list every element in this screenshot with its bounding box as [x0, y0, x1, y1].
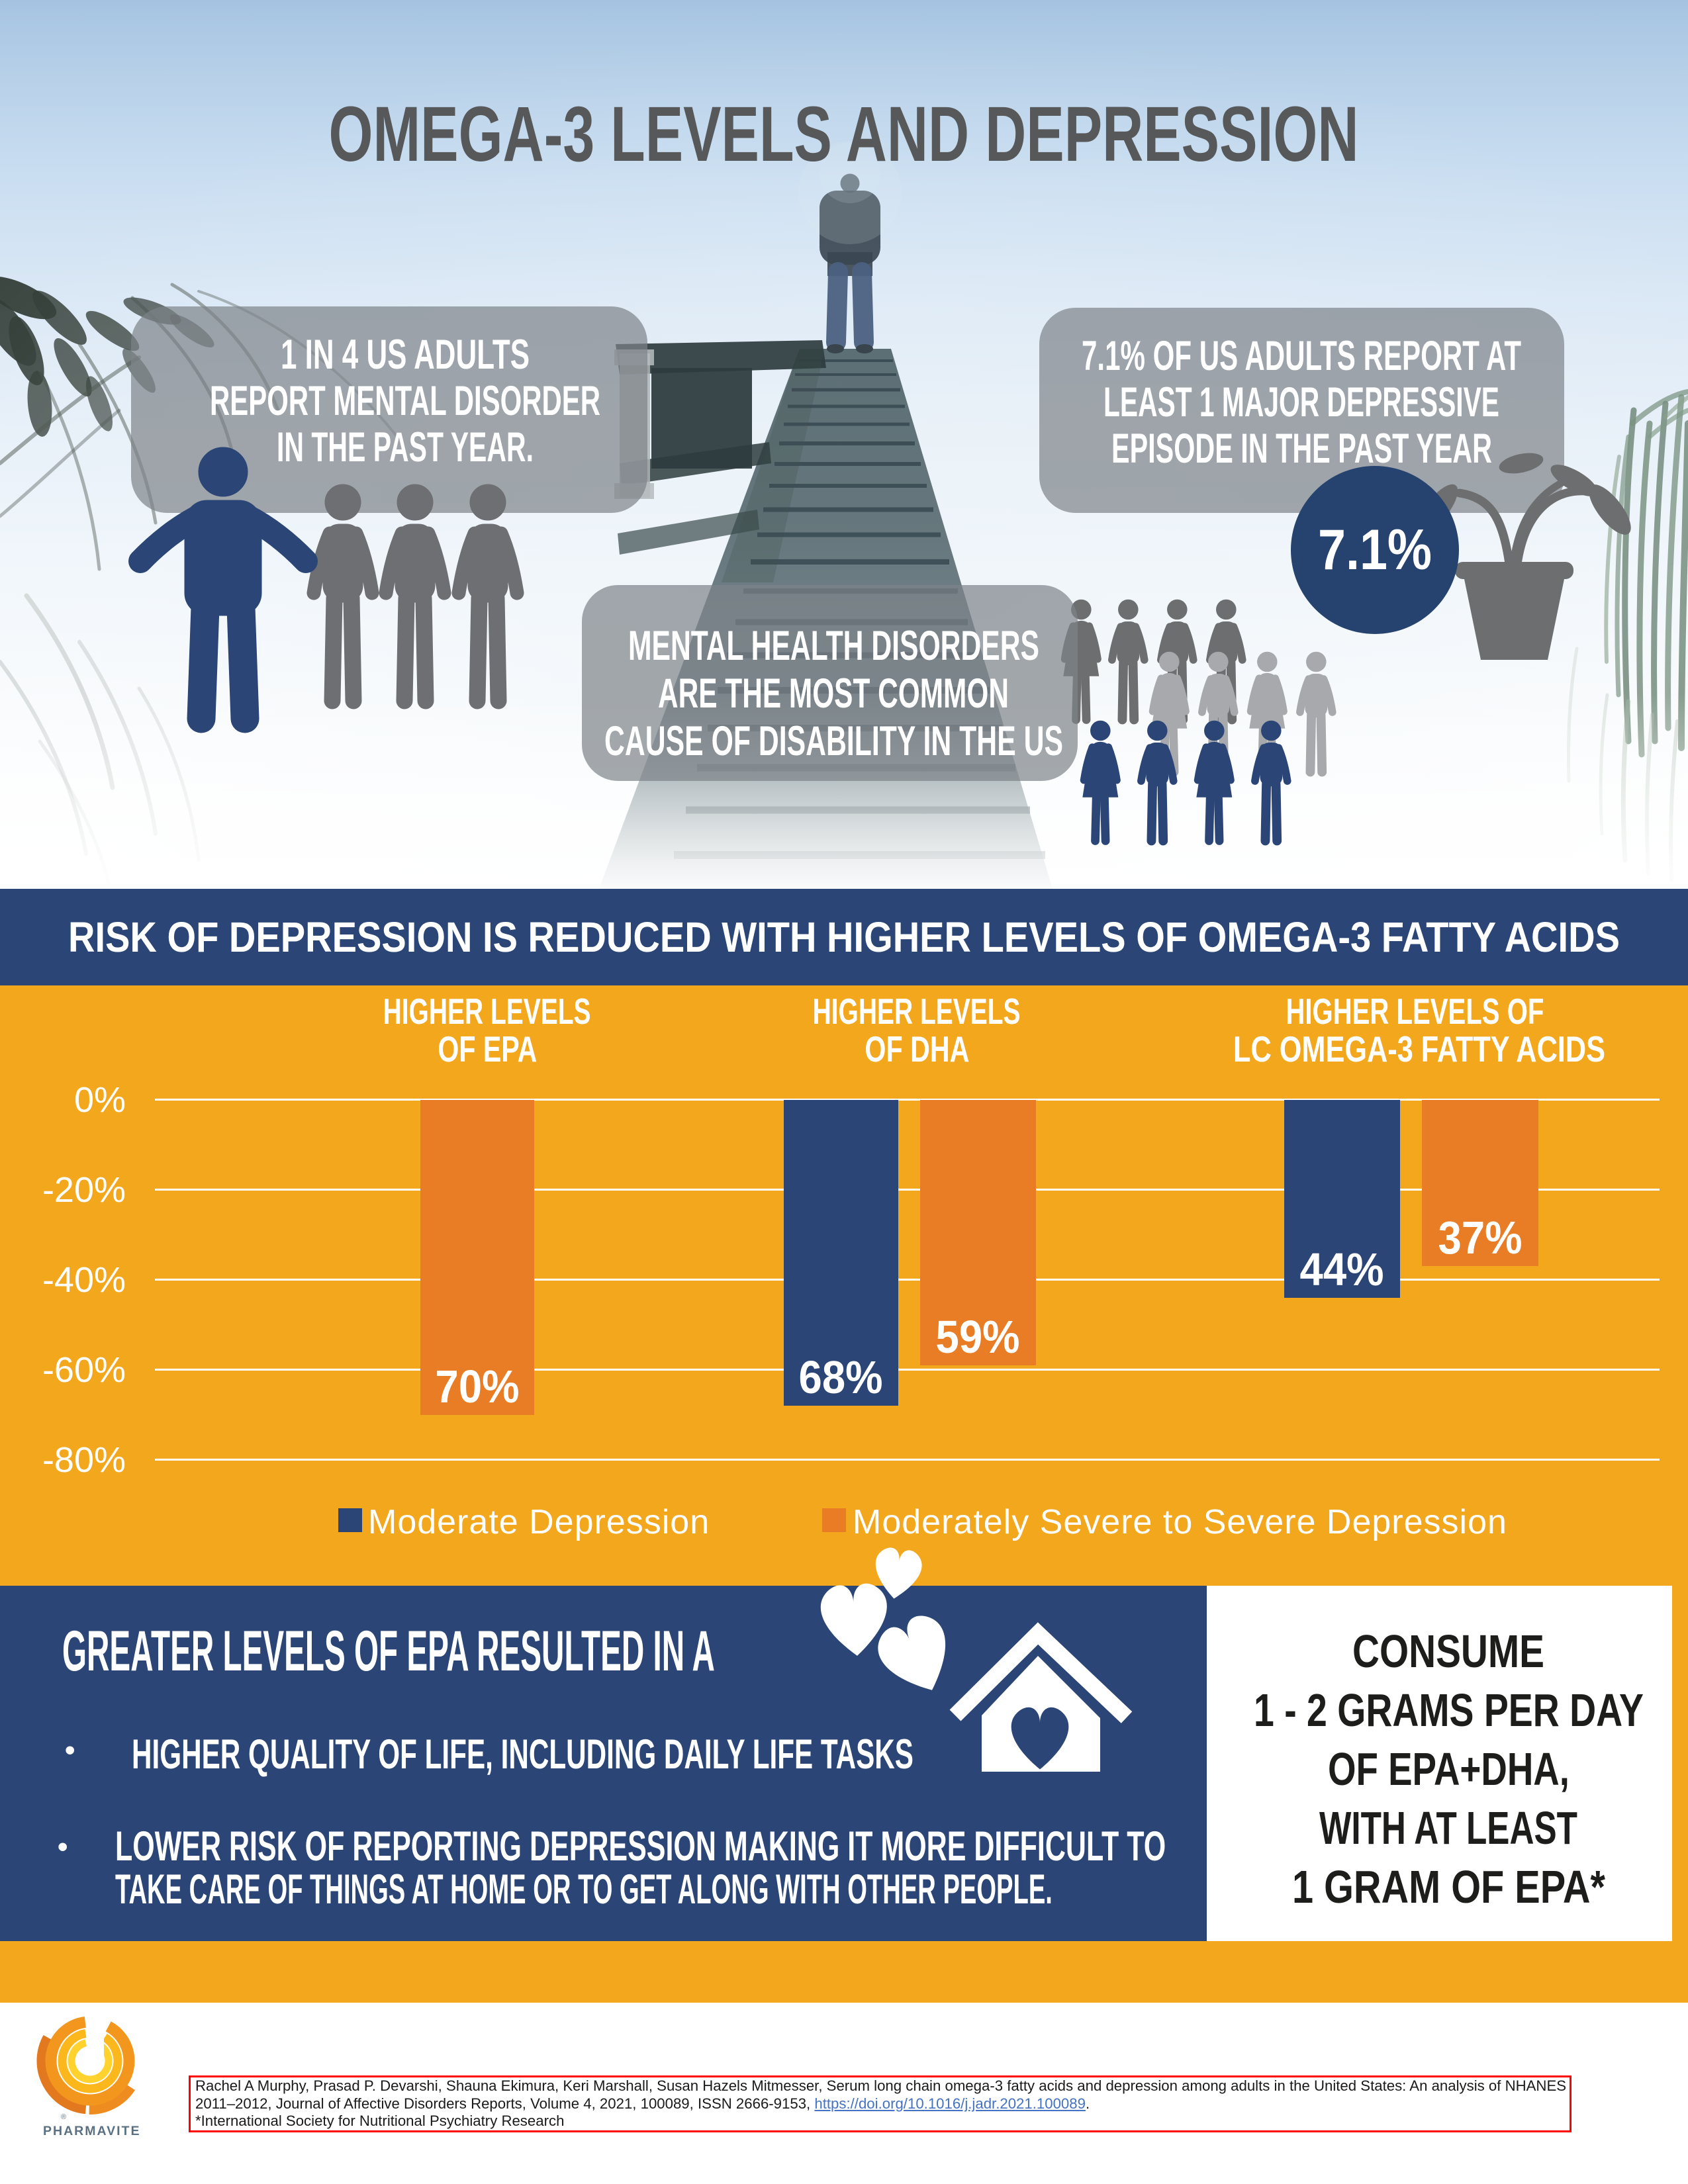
- svg-text:®: ®: [61, 2113, 66, 2121]
- svg-text:PHARMAVITE: PHARMAVITE: [43, 2124, 140, 2138]
